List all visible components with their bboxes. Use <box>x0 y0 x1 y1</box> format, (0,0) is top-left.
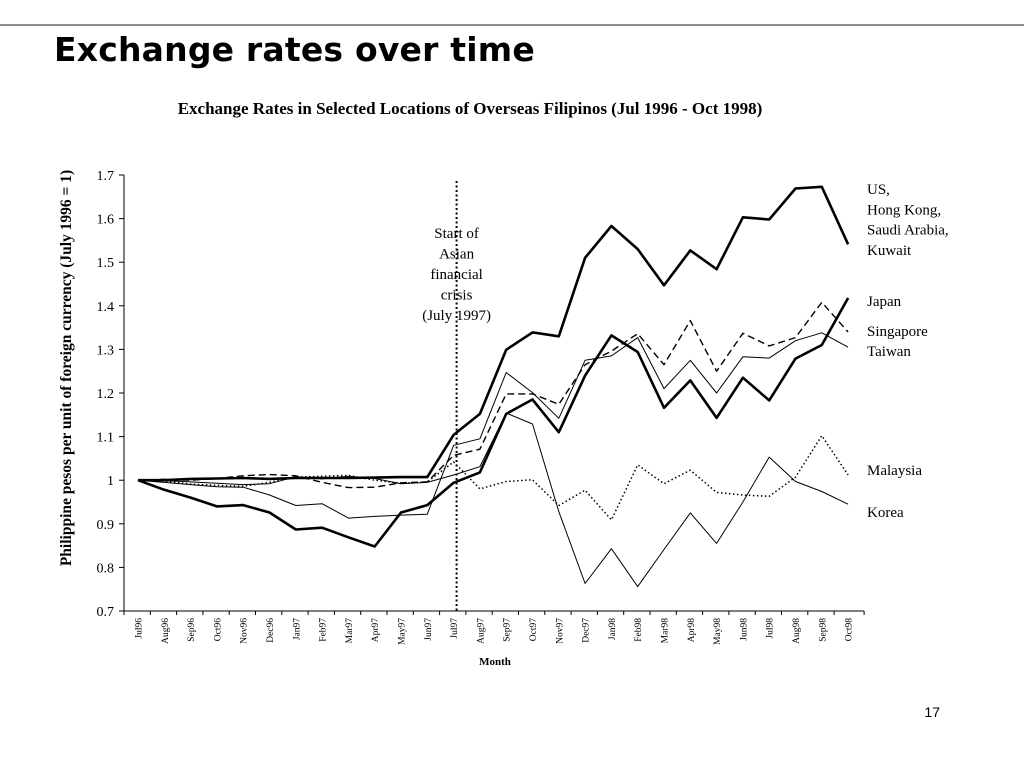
y-tick-label: 1.3 <box>97 343 115 358</box>
x-tick-label: Jul98 <box>766 618 776 639</box>
x-tick-label: Oct96 <box>213 618 223 641</box>
series-line-us <box>138 185 850 482</box>
x-tick-label: Jun97 <box>424 618 434 641</box>
y-tick-label: 1.1 <box>97 431 115 446</box>
series-line-singapore <box>137 301 849 489</box>
y-tick-label: 1.2 <box>97 387 115 402</box>
series-label: Singapore <box>867 324 928 340</box>
series-line-japan <box>137 297 850 548</box>
x-tick-label: Nov97 <box>555 618 565 644</box>
x-tick-label: May98 <box>713 618 723 645</box>
x-tick-label: Apr98 <box>687 618 697 643</box>
x-tick-label: Apr97 <box>371 618 381 643</box>
series-labels: US, Hong Kong, Saudi Arabia, Kuwait Japan Sin… <box>867 182 949 521</box>
page-number: 17 <box>924 704 940 720</box>
x-tick-label: Dec96 <box>266 618 276 643</box>
series-line-korea <box>137 412 849 588</box>
x-tick-label: Aug96 <box>161 618 171 644</box>
y-tick-label: 1 <box>107 474 114 489</box>
x-tick-label: Aug97 <box>476 618 486 644</box>
axes: 0.7 0.8 0.9 1 1.1 1.2 1.3 1.4 1.5 1.6 1.7 Jul96 Aug9… <box>97 169 865 645</box>
series-label: Taiwan <box>867 344 911 360</box>
x-tick-label: Jul96 <box>135 618 145 639</box>
y-tick-label: 0.8 <box>97 561 115 576</box>
crisis-annotation-line: crisis <box>441 288 473 304</box>
y-tick-label: 0.9 <box>97 518 115 533</box>
crisis-annotation-line: financial <box>430 267 482 283</box>
x-axis-label: Month <box>479 656 511 668</box>
series-label: Hong Kong, <box>867 202 941 218</box>
x-tick-label: Jul97 <box>450 618 460 639</box>
x-tick-label: Sep97 <box>503 618 513 642</box>
y-tick-label: 1.6 <box>97 213 115 228</box>
series-label: Korea <box>867 505 904 521</box>
series-line-taiwan <box>137 332 849 519</box>
x-tick-label: Oct98 <box>845 618 855 641</box>
series-label: Kuwait <box>867 243 912 259</box>
series-label: Saudi Arabia, <box>867 223 949 239</box>
x-tick-label: Sep98 <box>818 618 828 642</box>
series-label: US, <box>867 182 890 198</box>
slide-title: Exchange rates over time <box>54 30 535 69</box>
y-tick-label: 1.5 <box>97 256 115 271</box>
series-label: Japan <box>867 294 902 310</box>
x-tick-label: May97 <box>398 618 408 645</box>
series-line-malaysia <box>137 434 849 521</box>
x-tick-label: Mar98 <box>661 618 671 644</box>
x-tick-label: Sep96 <box>187 618 197 642</box>
crisis-annotation-line: Start of <box>434 226 479 242</box>
plot-area: Start of Asian financial crisis (July 1997) <box>137 181 850 611</box>
x-tick-label: Jan98 <box>608 618 618 640</box>
top-rule <box>0 24 1024 26</box>
x-tick-label: Jun98 <box>739 618 749 641</box>
crisis-annotation-line: Asian <box>439 247 474 263</box>
y-axis-label: Philippine pesos per unit of foreign cur… <box>58 170 75 566</box>
crisis-annotation-line: (July 1997) <box>422 308 491 324</box>
y-tick-label: 1.4 <box>97 300 115 315</box>
series-label: Malaysia <box>867 463 922 479</box>
x-tick-label: Nov96 <box>240 618 250 644</box>
x-tick-label: Dec97 <box>582 618 592 643</box>
y-tick-label: 1.7 <box>97 169 115 184</box>
x-tick-label: Jan97 <box>292 618 302 640</box>
x-tick-label: Mar97 <box>345 618 355 644</box>
chart-title: Exchange Rates in Selected Locations of … <box>178 99 763 118</box>
x-tick-label: Aug98 <box>792 618 802 644</box>
x-tick-label: Feb97 <box>319 618 329 642</box>
y-tick-label: 0.7 <box>97 605 115 620</box>
x-tick-label: Feb98 <box>634 618 644 642</box>
x-tick-label: Oct97 <box>529 618 539 641</box>
